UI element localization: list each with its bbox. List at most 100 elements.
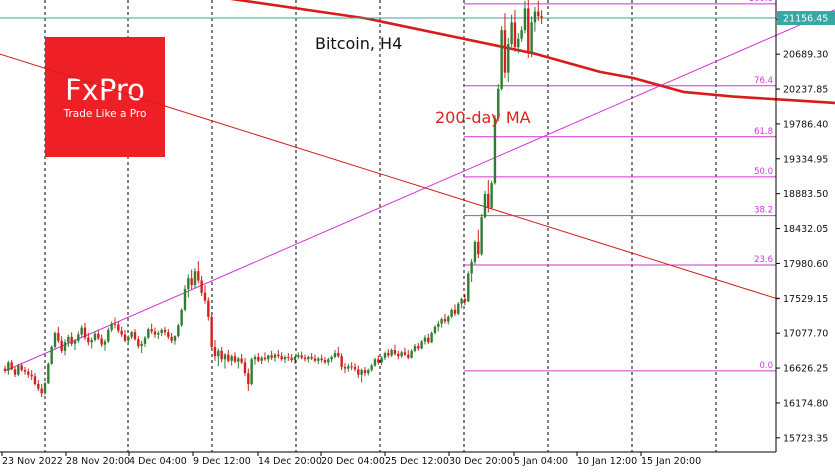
candle-141 [473, 240, 477, 265]
candle-body-43 [147, 329, 150, 338]
candle-16 [57, 326, 60, 344]
candle-body-64 [217, 350, 220, 357]
x-tick-label-3: 9 Dec 12:00 [193, 456, 251, 467]
candle-body-95 [320, 358, 323, 361]
fxpro-logo: FxPro Trade Like a Pro [45, 37, 165, 157]
candle-114 [383, 351, 387, 361]
candle-117 [393, 344, 397, 356]
candle-body-6 [23, 370, 27, 372]
candle-body-55 [187, 278, 190, 289]
candle-body-76 [257, 356, 260, 361]
candle-24 [83, 322, 87, 340]
candle-155 [520, 26, 523, 42]
candle-body-68 [230, 356, 233, 361]
trend-line [0, 53, 779, 300]
candle-102 [343, 363, 347, 374]
candle-145 [487, 180, 490, 213]
x-tick-label-2: 4 Dec 04:00 [129, 456, 187, 467]
candle-35 [120, 326, 123, 337]
candle-88 [297, 352, 300, 360]
candle-64 [217, 348, 220, 367]
candle-body-50 [170, 336, 173, 341]
candle-body-113 [380, 357, 383, 363]
current-price-label: 21156.45 [783, 14, 828, 25]
candle-147 [493, 115, 497, 185]
candle-81 [273, 353, 277, 362]
candle-150 [503, 13, 507, 79]
candle-23 [80, 325, 83, 338]
candle-body-147 [493, 118, 497, 184]
candle-135 [453, 304, 457, 317]
fib-level-label-2: 61.8 [754, 127, 773, 137]
candle-153 [513, 10, 517, 52]
candle-78 [263, 352, 267, 361]
candle-154 [517, 33, 520, 54]
candle-body-73 [247, 373, 250, 385]
candle-7 [27, 368, 30, 378]
candle-131 [440, 317, 443, 328]
candle-71 [240, 353, 243, 364]
candle-70 [237, 356, 240, 369]
candle-33 [113, 317, 117, 329]
candle-66 [223, 353, 227, 369]
candle-72 [243, 357, 247, 377]
candle-body-59 [200, 280, 203, 293]
x-tick-label-6: 25 Dec 12:00 [385, 456, 449, 467]
candle-body-15 [53, 333, 57, 347]
candle-body-27 [93, 333, 97, 340]
candle-57 [193, 268, 197, 289]
x-tick-label-9: 10 Jan 12:00 [577, 456, 637, 467]
candle-body-3 [13, 369, 17, 375]
candle-body-141 [473, 241, 477, 262]
candle-body-5 [20, 365, 23, 371]
candle-body-32 [110, 323, 113, 330]
candle-2 [10, 360, 13, 371]
candle-25 [87, 333, 90, 346]
candle-159 [533, 6, 537, 32]
candle-body-157 [527, 8, 530, 54]
candle-34 [117, 321, 120, 334]
candle-body-37 [127, 336, 130, 341]
candle-body-158 [530, 22, 533, 54]
candle-37 [127, 335, 130, 345]
fib-diagonal-line [4, 9, 835, 372]
candle-60 [203, 285, 207, 304]
candle-151 [507, 37, 510, 82]
candle-43 [147, 327, 150, 340]
candle-96 [323, 356, 327, 364]
candle-110 [370, 363, 373, 372]
candle-9 [33, 373, 37, 386]
candle-body-71 [240, 358, 243, 363]
candle-body-84 [283, 356, 287, 360]
candle-36 [123, 329, 127, 343]
candle-124 [417, 343, 420, 351]
candle-128 [430, 331, 433, 344]
candle-body-42 [143, 337, 147, 344]
candle-160 [537, 0, 540, 21]
candle-44 [150, 323, 153, 334]
candle-body-40 [137, 339, 140, 347]
candle-29 [100, 334, 103, 347]
candle-body-60 [203, 292, 207, 301]
candle-22 [77, 331, 80, 344]
candle-body-23 [80, 327, 83, 335]
fib-level-label-4: 38.2 [754, 206, 773, 216]
candle-30 [103, 339, 107, 351]
candle-4 [17, 363, 20, 377]
candle-21 [73, 339, 77, 351]
candle-body-98 [330, 356, 333, 360]
candle-body-124 [417, 346, 420, 349]
candle-146 [490, 180, 493, 209]
candle-body-90 [303, 357, 307, 360]
candle-137 [460, 297, 463, 309]
candle-127 [427, 333, 430, 344]
candle-body-106 [357, 369, 360, 375]
candle-body-117 [393, 350, 397, 354]
candle-body-94 [317, 358, 320, 361]
candle-55 [187, 274, 190, 298]
candle-body-99 [333, 353, 337, 357]
candle-119 [400, 350, 403, 358]
candle-40 [137, 336, 140, 349]
candle-53 [180, 308, 183, 327]
candle-body-79 [267, 355, 270, 360]
